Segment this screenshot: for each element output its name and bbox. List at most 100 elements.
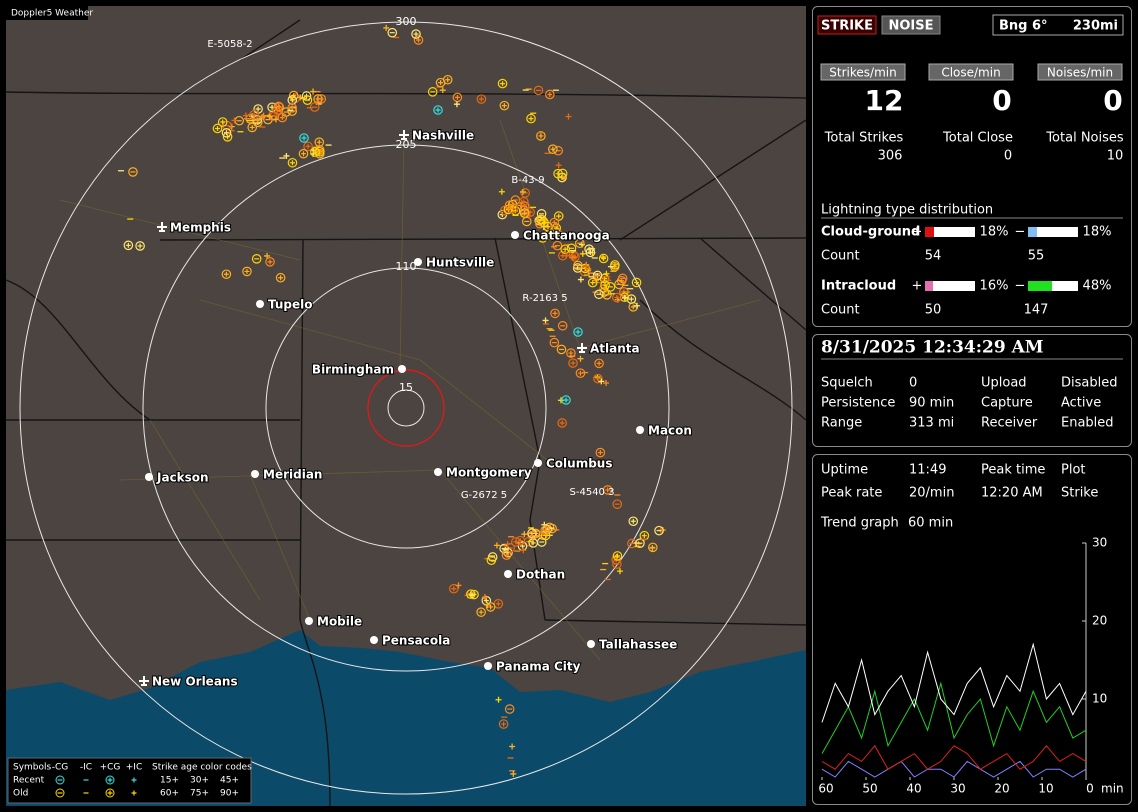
strike-symbol <box>454 94 460 100</box>
total-label: Total Noises <box>1045 131 1124 146</box>
strike-symbol <box>283 152 290 159</box>
strike-symbol <box>614 279 624 290</box>
strike-symbol <box>214 125 220 131</box>
strike-symbol <box>507 202 513 208</box>
stat-label: Peak time <box>981 463 1045 478</box>
city-label: Meridian <box>263 468 322 482</box>
stat-value: 12:20 AM <box>981 486 1043 501</box>
mode-label[interactable]: STRIKE <box>821 19 873 34</box>
bar-track <box>925 227 975 237</box>
strike-symbol <box>600 280 610 290</box>
city-label: Dothan <box>516 568 565 582</box>
legend-label: Strike age color codes <box>152 763 252 773</box>
strike-symbol <box>223 130 229 136</box>
strike-symbol <box>251 254 262 264</box>
setting-label: Squelch <box>821 376 873 391</box>
strike-symbol <box>552 240 563 251</box>
trend-panel: Uptime 11:49 Peak time 12:20 AM Plot Strike Pe… <box>812 454 1132 805</box>
legend-label: +IC <box>126 763 142 773</box>
strike-symbol <box>553 145 563 156</box>
trend-line <box>821 744 1087 770</box>
trend-line <box>821 681 1087 754</box>
mode-button[interactable] <box>817 15 877 35</box>
station-label: S-4540 3 <box>570 487 615 498</box>
map-view: 300 205 110 15 Nashville Memphis Chattanooga Hu… <box>6 5 806 806</box>
strike-symbol <box>438 80 444 86</box>
strike-symbol <box>568 358 578 368</box>
stat-label: Plot <box>1061 463 1086 478</box>
strike-symbol <box>255 106 261 112</box>
panel-frame <box>812 334 1132 447</box>
city-label: Tallahassee <box>599 638 677 652</box>
percent: 18% <box>980 225 1009 240</box>
city-label: Macon <box>648 424 692 438</box>
panel-frame <box>812 454 1132 805</box>
strike-symbol <box>561 395 571 405</box>
strike-symbol <box>603 380 610 387</box>
strike-symbol <box>277 112 288 123</box>
stat-label: Uptime <box>821 463 868 478</box>
strike-symbol <box>483 598 489 604</box>
strike-symbol <box>135 241 145 251</box>
strike-symbol <box>252 115 263 125</box>
city-label: Columbus <box>546 457 613 471</box>
airport-icon <box>399 130 409 140</box>
strike-symbol <box>542 527 548 533</box>
strike-symbol <box>563 397 569 403</box>
legend-box <box>7 757 252 804</box>
strike-layer <box>118 24 666 777</box>
count: 50 <box>925 303 942 318</box>
legend-symbol <box>55 775 65 785</box>
status-panel: STRIKE NOISE Bng 6° 230mi Strikes/min 12 Close… <box>812 6 1132 327</box>
city-dot <box>370 636 378 644</box>
legend-age: 90+ <box>220 789 239 799</box>
strike-symbol <box>573 260 583 271</box>
strike-symbol <box>276 103 282 109</box>
strike-symbol <box>242 112 249 119</box>
airport-icon <box>157 222 167 232</box>
strike-symbol <box>289 97 295 103</box>
strike-symbol <box>619 292 630 303</box>
strike-symbol <box>478 96 484 102</box>
total-label: Total Strikes <box>824 131 904 146</box>
legend-label: Recent <box>13 776 45 786</box>
strike-symbol <box>519 188 526 195</box>
mode-label[interactable]: NOISE <box>888 19 933 34</box>
strike-symbol <box>221 269 232 280</box>
city-dot <box>587 640 595 648</box>
strike-symbol <box>504 552 510 558</box>
strike-symbol <box>557 233 563 239</box>
strike-symbol <box>267 259 273 265</box>
mode-button[interactable] <box>881 15 941 35</box>
distribution-title: Lightning type distribution <box>821 203 993 218</box>
strike-symbol <box>555 162 562 169</box>
bar <box>1028 227 1037 237</box>
bar-track <box>925 281 975 291</box>
strike-symbol <box>231 117 238 124</box>
strike-symbol <box>641 533 647 539</box>
strike-symbol <box>228 123 235 130</box>
strike-symbol <box>251 112 257 118</box>
strike-symbol <box>577 276 584 283</box>
bar-track <box>1028 281 1078 291</box>
y-tick-label: 10 <box>1092 692 1107 706</box>
city-label: Jackson <box>156 471 209 485</box>
strike-symbol <box>536 214 546 225</box>
strike-symbol <box>125 242 131 248</box>
city-label: Nashville <box>412 129 474 143</box>
strike-symbol <box>542 317 549 324</box>
strike-symbol <box>533 85 544 96</box>
strike-symbol <box>549 337 560 348</box>
setting-value: Enabled <box>1061 416 1114 431</box>
strike-symbol <box>595 376 601 382</box>
strike-symbol <box>260 112 267 119</box>
strike-symbol <box>592 270 603 281</box>
city-dot <box>484 662 492 670</box>
strike-symbol <box>545 89 555 100</box>
strike-symbol <box>557 397 564 404</box>
strike-symbol <box>574 238 585 249</box>
strike-symbol <box>557 168 568 179</box>
bar <box>925 281 933 291</box>
strike-symbol <box>383 24 390 31</box>
